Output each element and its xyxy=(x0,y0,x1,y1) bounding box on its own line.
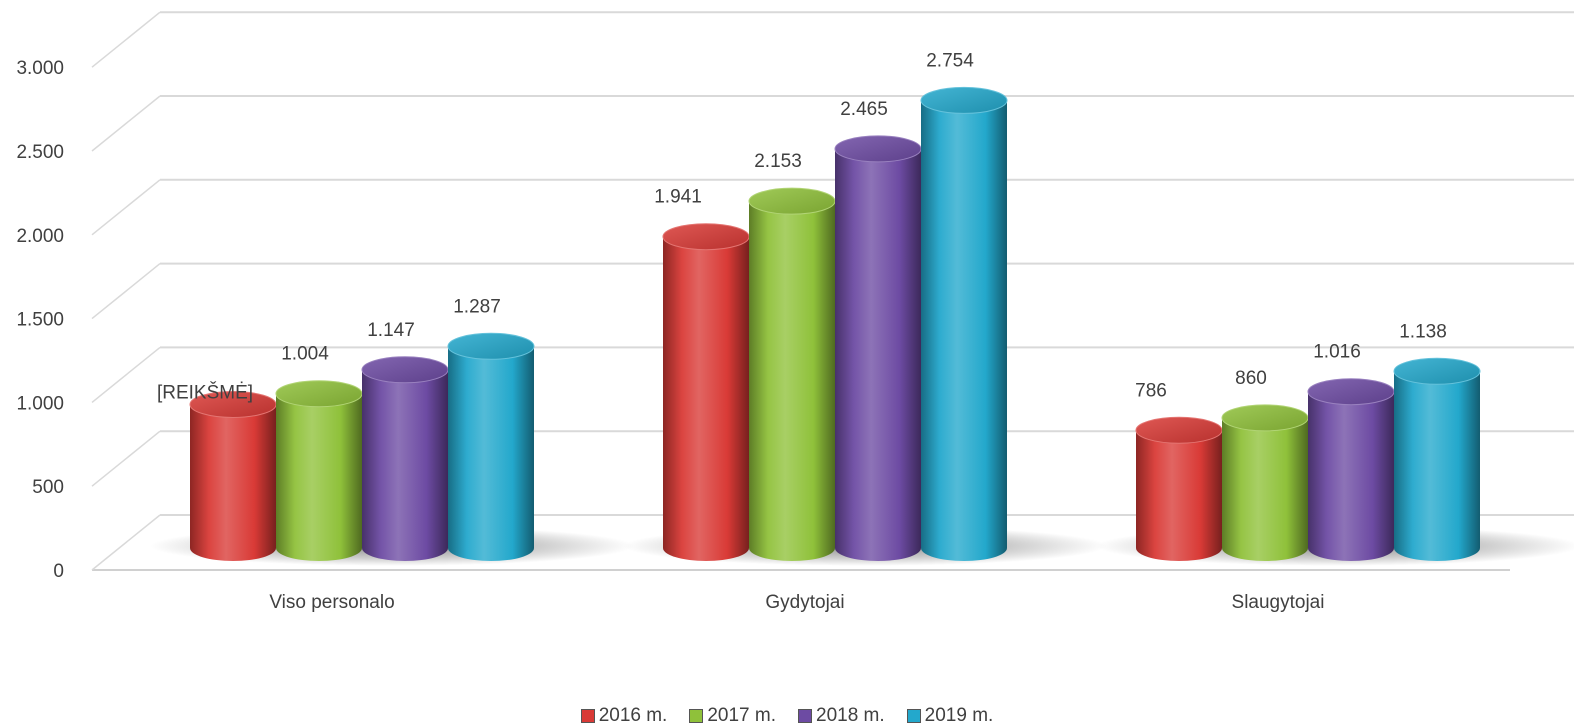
gridline-diagonal xyxy=(91,179,161,236)
bar-top xyxy=(920,86,1008,114)
data-label: 1.941 xyxy=(654,187,702,208)
bar-2018m-viso-personalo xyxy=(361,356,449,561)
bar-2016m-slaugytojai xyxy=(1135,416,1223,561)
legend-swatch xyxy=(798,708,812,723)
bar-body xyxy=(362,369,448,561)
legend: 2016 m. 2017 m. 2018 m. 2019 m. xyxy=(0,703,1574,728)
bar-top xyxy=(1135,416,1223,444)
bar-top xyxy=(748,187,836,215)
bar-body xyxy=(448,346,534,561)
bar-2017m-slaugytojai xyxy=(1221,404,1309,561)
y-tick-label: 500 xyxy=(32,477,64,498)
data-label: 1.147 xyxy=(367,320,415,341)
legend-label: 2019 m. xyxy=(924,704,994,726)
data-label: 1.138 xyxy=(1399,321,1447,342)
bar-top xyxy=(275,380,363,408)
category-label: Slaugytojai xyxy=(1232,592,1325,613)
bar-body xyxy=(1308,391,1394,561)
data-label: 1.004 xyxy=(281,344,329,365)
gridline-diagonal xyxy=(91,514,161,571)
bar-2018m-gydytojai xyxy=(834,135,922,561)
bar-top xyxy=(1221,404,1309,432)
data-label: [REIKŠMĖ] xyxy=(157,381,253,403)
bar-body xyxy=(276,393,362,561)
data-label: 2.153 xyxy=(754,151,802,172)
legend-item: 2018 m. xyxy=(798,703,885,728)
bar-2019m-gydytojai xyxy=(920,86,1008,562)
data-labels: [REIKŠMĖ] 1.004 1.147 1.287 1.941 2.153 2.465 2… xyxy=(157,50,1447,403)
data-label: 1.287 xyxy=(453,296,501,317)
bar-body xyxy=(190,404,276,561)
y-tick-label: 3.000 xyxy=(16,58,64,79)
bar-body xyxy=(921,100,1007,562)
gridline-diagonal xyxy=(91,430,161,487)
data-label: 860 xyxy=(1235,368,1267,389)
gridline-diagonal xyxy=(91,95,161,152)
legend-label: 2018 m. xyxy=(816,704,885,726)
bar-2019m-slaugytojai xyxy=(1393,357,1481,561)
bar-top xyxy=(662,223,750,251)
bar-top xyxy=(1307,378,1395,406)
bar-top xyxy=(447,332,535,360)
bar-2019m-viso-personalo xyxy=(447,332,535,561)
y-tick-label: 2.500 xyxy=(16,142,64,163)
bar-top xyxy=(834,135,922,163)
chart-plot: 0 500 1.000 1.500 2.000 2.500 3.000 [REIKŠMĖ] 1… xyxy=(16,11,1574,613)
bar-top xyxy=(1393,357,1481,385)
data-label: 2.754 xyxy=(926,50,974,71)
y-tick-label: 0 xyxy=(53,561,64,582)
bar-top xyxy=(361,356,449,384)
legend-label: 2017 m. xyxy=(707,704,776,726)
legend-swatch xyxy=(906,708,921,723)
category-labels: Viso personalo Gydytojai Slaugytojai xyxy=(269,592,1324,613)
bar-2017m-gydytojai xyxy=(748,187,836,561)
y-axis-ticks: 0 500 1.000 1.500 2.000 2.500 3.000 xyxy=(16,58,64,582)
gridline-diagonal xyxy=(91,11,161,68)
y-tick-label: 1.000 xyxy=(16,393,64,414)
gridline-diagonal xyxy=(91,263,161,320)
legend-swatch xyxy=(580,708,595,723)
bar-2018m-slaugytojai xyxy=(1307,378,1395,561)
bar-2016m-viso-personalo xyxy=(189,390,277,561)
bars xyxy=(189,86,1481,562)
legend-item: 2017 m. xyxy=(689,703,776,728)
data-label: 786 xyxy=(1135,380,1167,401)
bar-body xyxy=(1222,417,1308,561)
bar-body xyxy=(835,148,921,561)
y-tick-label: 1.500 xyxy=(16,310,64,331)
data-label: 2.465 xyxy=(840,99,888,120)
legend-item: 2016 m. xyxy=(580,703,668,728)
legend-label: 2016 m. xyxy=(598,704,668,726)
bar-body xyxy=(663,236,749,561)
gridline-diagonal xyxy=(91,346,161,403)
bar-2016m-gydytojai xyxy=(662,223,750,561)
y-tick-label: 2.000 xyxy=(16,226,64,247)
legend-item: 2019 m. xyxy=(906,703,994,728)
data-label: 1.016 xyxy=(1313,342,1361,363)
bar-body xyxy=(749,201,835,561)
bar-body xyxy=(1394,371,1480,561)
category-label: Gydytojai xyxy=(765,592,844,613)
legend-swatch xyxy=(689,708,704,723)
category-label: Viso personalo xyxy=(269,592,394,613)
bar-2017m-viso-personalo xyxy=(275,380,363,561)
bar-body xyxy=(1136,430,1222,561)
